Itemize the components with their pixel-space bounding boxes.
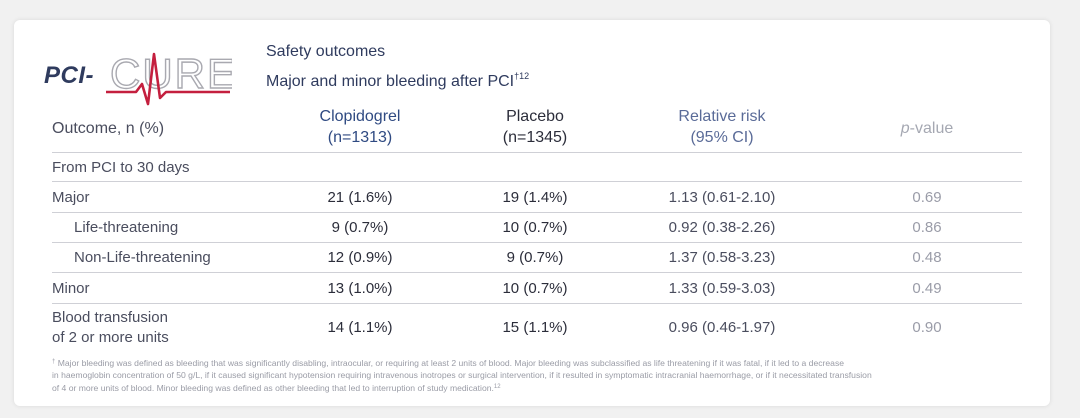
p-value: 0.86	[912, 219, 942, 236]
outcome-label: Blood transfusion of 2 or more units	[52, 309, 169, 346]
outcome-label: Minor	[52, 280, 90, 297]
header-placebo: Placebo (n=1345)	[502, 108, 568, 146]
placebo-value: 9 (0.7%)	[506, 249, 564, 266]
table-header-row: Outcome, n (%) Clopidogrel (n=1313) Place…	[52, 102, 1022, 153]
p-value: 0.49	[912, 280, 942, 297]
section-label: From PCI to 30 days	[52, 159, 190, 176]
clopidogrel-value: 13 (1.0%)	[327, 280, 393, 297]
footnote-line-1: † Major bleeding was defined as bleeding…	[52, 358, 845, 368]
placebo-value: 15 (1.1%)	[502, 319, 568, 336]
table-row: Non-Life-threatening 12 (0.9%) 9 (0.7%) …	[52, 243, 1022, 273]
header-outcome: Outcome, n (%)	[52, 120, 165, 137]
relative-risk-value: 1.37 (0.58-3.23)	[668, 249, 776, 266]
footnote-line-3: of 4 or more units of blood. Minor bleed…	[52, 383, 501, 393]
relative-risk-value: 0.92 (0.38-2.26)	[668, 219, 776, 236]
p-value: 0.69	[912, 189, 942, 206]
footnote-line-2: in haemoglobin concentration of 50 g/L, …	[52, 370, 872, 380]
p-value: 0.90	[912, 319, 942, 336]
title-line-1: Safety outcomes	[266, 43, 386, 60]
placebo-value: 10 (0.7%)	[502, 280, 568, 297]
table-row: Blood transfusion of 2 or more units 14 (…	[52, 304, 1022, 354]
table-row: Minor 13 (1.0%) 10 (0.7%) 1.33 (0.59-3.0…	[52, 273, 1022, 304]
placebo-value: 10 (0.7%)	[502, 219, 568, 236]
clopidogrel-value: 21 (1.6%)	[327, 189, 393, 206]
outcome-label: Major	[52, 189, 90, 206]
title-line-2: Major and minor bleeding after PCI†12	[266, 71, 530, 90]
footnote: † Major bleeding was defined as bleeding…	[52, 356, 1027, 394]
clopidogrel-value: 12 (0.9%)	[327, 249, 393, 266]
header-relative-risk: Relative risk (95% CI)	[678, 108, 766, 146]
header-clopidogrel: Clopidogrel (n=1313)	[319, 108, 401, 146]
table-row: Major 21 (1.6%) 19 (1.4%) 1.13 (0.61-2.1…	[52, 182, 1022, 213]
logo-ecg-graphic: CURE	[106, 49, 232, 106]
slide-card: PCI- CURE Safety outcomes Major and mino…	[14, 20, 1050, 406]
logo-name: CURE	[110, 50, 232, 97]
relative-risk-value: 1.13 (0.61-2.10)	[668, 189, 776, 206]
header-p-value: p-value	[900, 120, 954, 137]
logo-prefix: PCI-	[44, 62, 94, 89]
relative-risk-value: 1.33 (0.59-3.03)	[668, 280, 776, 297]
table-section-row: From PCI to 30 days	[52, 153, 1022, 182]
pci-cure-logo: PCI- CURE	[44, 40, 234, 110]
clopidogrel-value: 14 (1.1%)	[327, 319, 393, 336]
p-value: 0.48	[912, 249, 942, 266]
slide-title: Safety outcomes Major and minor bleeding…	[266, 40, 529, 94]
outcome-label: Non-Life-threatening	[74, 249, 211, 266]
table-row: Life-threatening 9 (0.7%) 10 (0.7%) 0.92…	[52, 213, 1022, 243]
outcome-label: Life-threatening	[74, 219, 179, 236]
clopidogrel-value: 9 (0.7%)	[331, 219, 389, 236]
relative-risk-value: 0.96 (0.46-1.97)	[668, 319, 776, 336]
placebo-value: 19 (1.4%)	[502, 189, 568, 206]
